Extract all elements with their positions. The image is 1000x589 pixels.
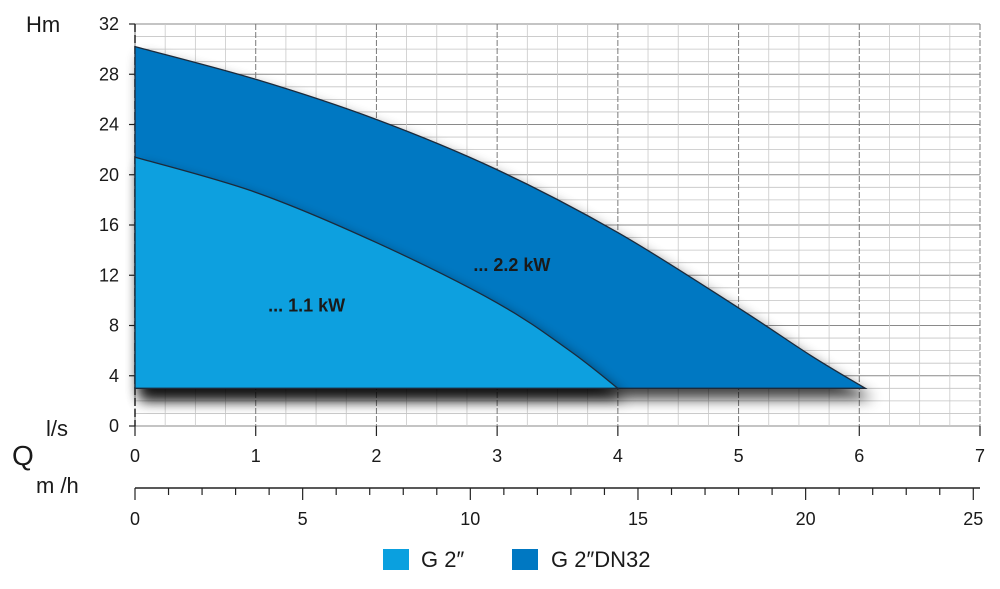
legend-label-g2-dn32: G 2″DN32 <box>551 547 651 572</box>
x-ls-tick-label: 4 <box>613 446 623 466</box>
y-tick-label: 20 <box>99 165 119 185</box>
x-m3h-tick-label: 20 <box>796 509 816 529</box>
x-ls-tick-label: 6 <box>854 446 864 466</box>
y-tick-label: 28 <box>99 64 119 84</box>
x-ls-tick-label: 3 <box>492 446 502 466</box>
x-ls-tick-label: 2 <box>371 446 381 466</box>
area-label-g2: ... 1.1 kW <box>268 295 345 315</box>
x-m3h-unit-label: m /h <box>36 473 79 498</box>
x-m3h-tick-label: 15 <box>628 509 648 529</box>
x-ls-tick-label: 0 <box>130 446 140 466</box>
x-m3h-tick-label: 25 <box>963 509 983 529</box>
x-m3h-tick-label: 10 <box>460 509 480 529</box>
x-m3h-tick-label: 0 <box>130 509 140 529</box>
y-tick-label: 24 <box>99 115 119 135</box>
x-ls-tick-label: 1 <box>251 446 261 466</box>
y-tick-label: 8 <box>109 316 119 336</box>
series-area-g2 <box>134 156 620 389</box>
q-label: Q <box>12 440 34 471</box>
y-tick-label: 12 <box>99 265 119 285</box>
legend-label-g2: G 2″ <box>421 547 464 572</box>
x-ls-unit-label: l/s <box>46 416 68 441</box>
y-tick-label: 32 <box>99 14 119 34</box>
x-ls-tick-label: 7 <box>975 446 985 466</box>
series-areas <box>134 45 868 389</box>
area-label-g2-dn32: ... 2.2 kW <box>473 255 550 275</box>
legend: G 2″ G 2″DN32 <box>383 547 651 572</box>
x-m3h-tick-label: 5 <box>298 509 308 529</box>
y-tick-label: 4 <box>109 366 119 386</box>
x-ls-tick-label: 5 <box>734 446 744 466</box>
y-unit-label: Hm <box>26 12 60 37</box>
y-tick-label: 16 <box>99 215 119 235</box>
legend-swatch-g2 <box>383 549 409 570</box>
legend-swatch-g2-dn32 <box>512 549 538 570</box>
y-tick-label: 0 <box>109 416 119 436</box>
